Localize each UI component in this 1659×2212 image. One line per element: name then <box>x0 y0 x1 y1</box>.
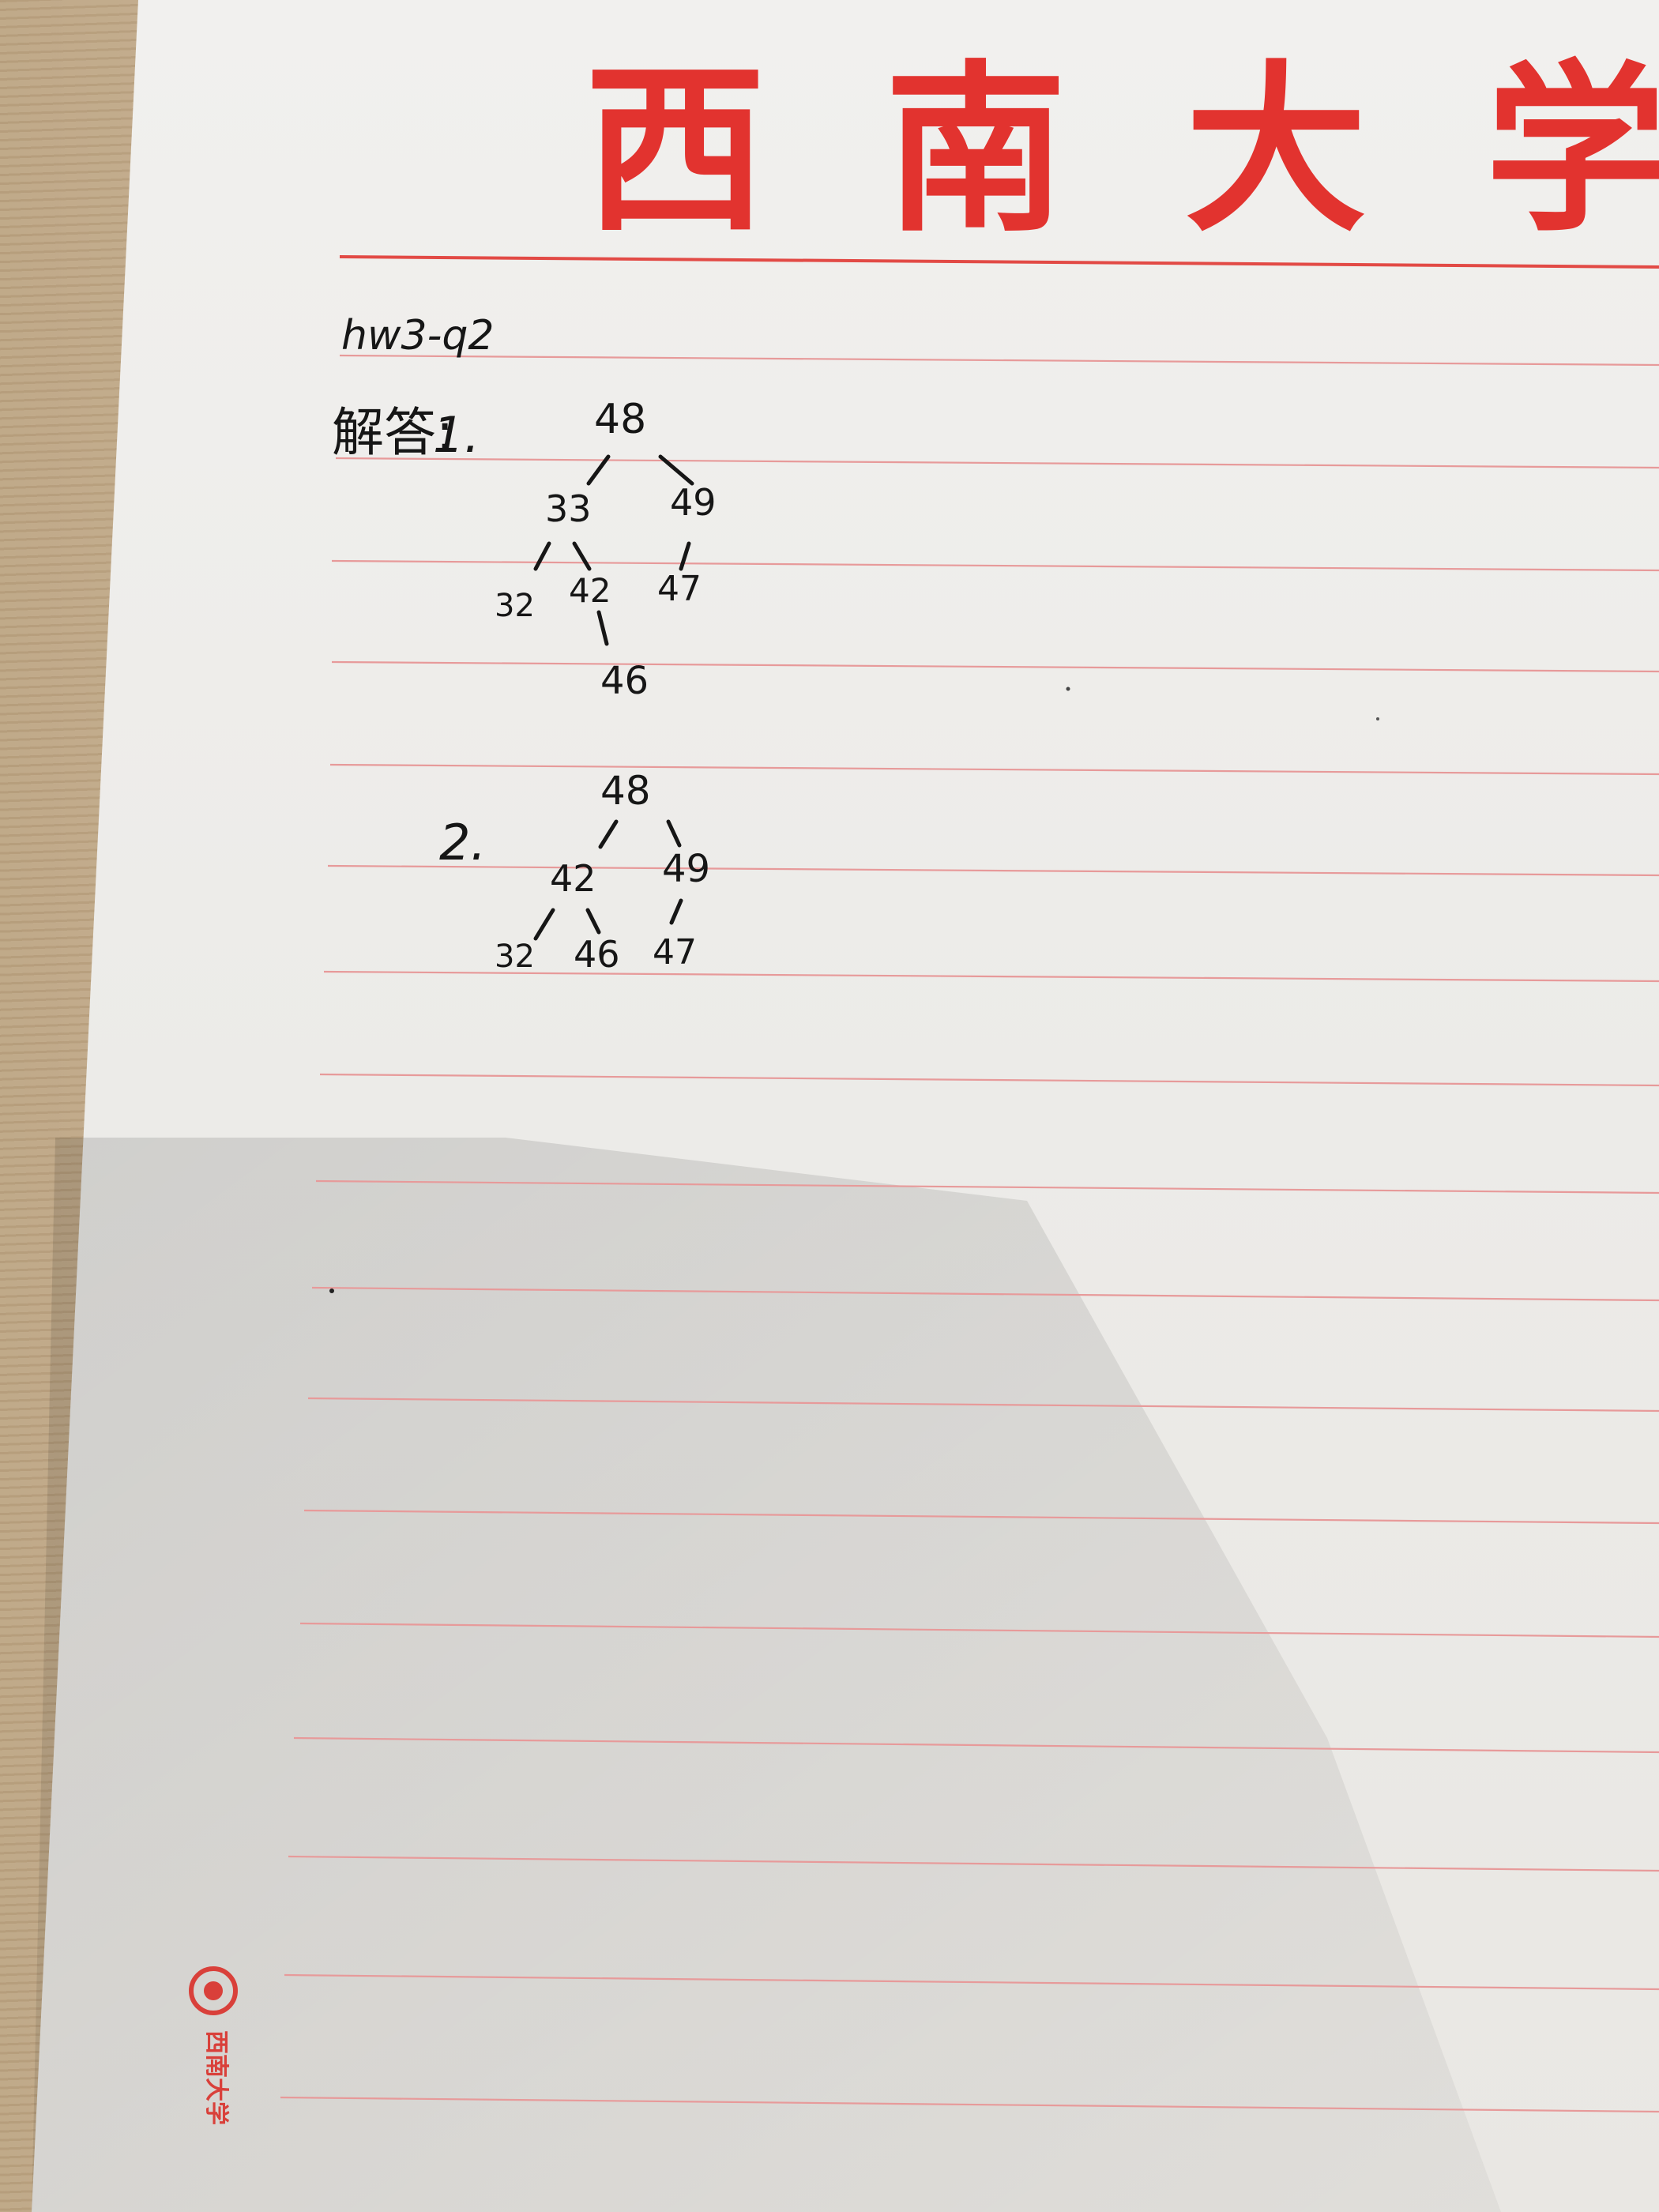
tree2-node-47: 47 <box>653 932 697 972</box>
tree2-edge-48-49 <box>666 819 682 848</box>
header-rule <box>339 255 1659 269</box>
tree1-node-46: 46 <box>600 659 649 703</box>
ruled-lines <box>280 354 1659 2113</box>
tree2: 48 42 49 32 46 47 <box>495 768 710 976</box>
ink-dot <box>1376 717 1379 720</box>
tree1-edge-48-33 <box>586 454 611 486</box>
tree1-edge-48-49 <box>658 454 694 486</box>
tree2-node-42: 42 <box>550 857 596 900</box>
tree2-edge-42-32 <box>533 908 555 941</box>
tree1: 48 33 49 32 42 47 46 <box>495 396 717 703</box>
footer-logo-text: 西南大学 <box>202 2030 230 2125</box>
tree1-node-32: 32 <box>495 588 535 624</box>
university-title: 西南大学 <box>585 43 1659 257</box>
ink-dot <box>1066 687 1070 691</box>
logo-emblem-icon <box>189 1966 238 2015</box>
tree2-node-48: 48 <box>600 768 651 814</box>
tree1-node-49: 49 <box>670 481 717 524</box>
tree2-edge-48-42 <box>598 819 619 849</box>
tree2-edge-42-46 <box>585 908 601 935</box>
footer-logo: 西南大学 <box>189 1966 238 2125</box>
tree1-node-42: 42 <box>569 571 611 610</box>
part1-label: 1. <box>433 406 480 464</box>
tree1-edge-42-46 <box>596 610 609 646</box>
tree1-node-47: 47 <box>657 569 702 609</box>
ink-dot <box>329 1288 334 1293</box>
tree1-edge-33-42 <box>572 541 592 571</box>
tree2-node-49: 49 <box>662 847 710 891</box>
tree1-edge-49-47 <box>679 541 691 571</box>
tree2-edge-49-47 <box>669 898 683 925</box>
answer-label: 解答: <box>332 402 453 463</box>
tree1-node-33: 33 <box>545 487 592 530</box>
tree1-node-48: 48 <box>594 396 646 443</box>
assignment-heading: hw3-q2 <box>341 312 494 359</box>
tree1-edge-33-32 <box>533 541 551 571</box>
part2-label: 2. <box>439 814 486 871</box>
tree2-node-32: 32 <box>495 939 535 975</box>
tree2-node-46: 46 <box>574 933 620 976</box>
